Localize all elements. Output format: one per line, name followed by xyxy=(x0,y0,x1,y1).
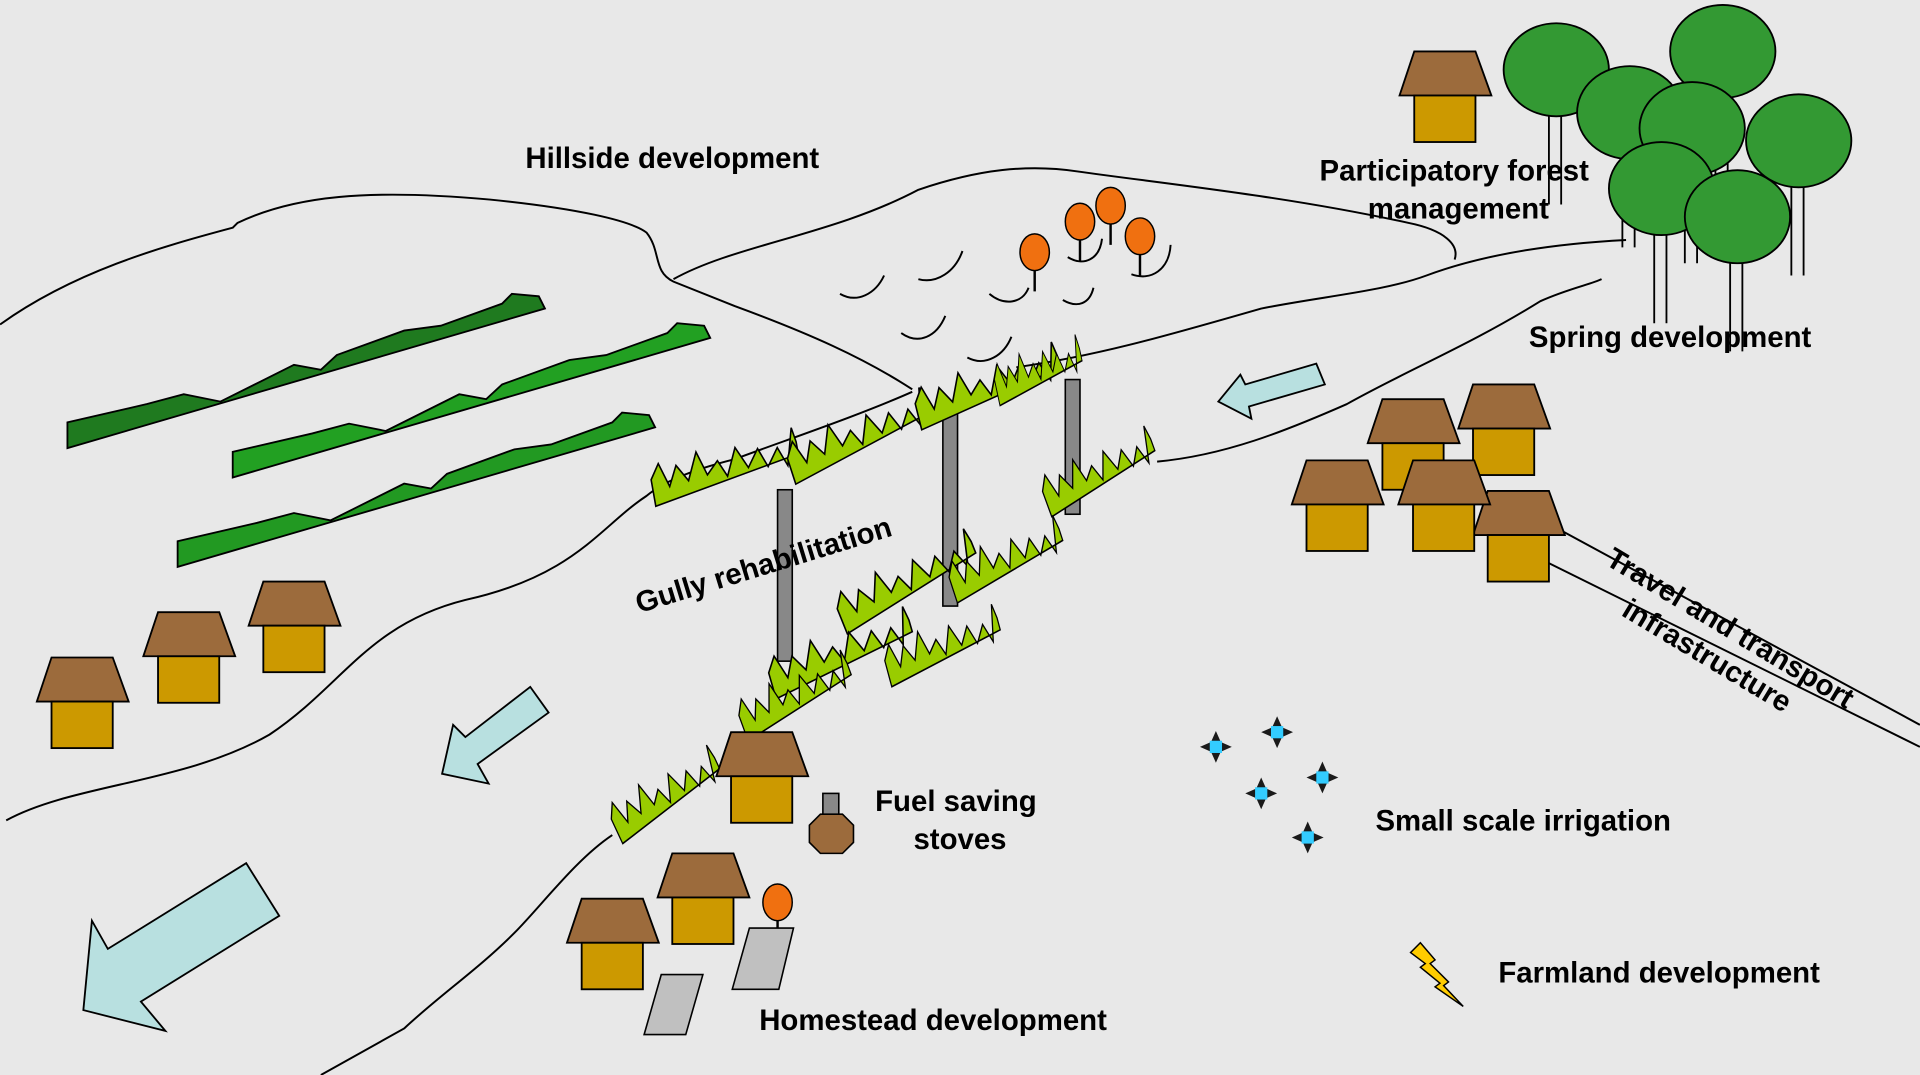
label: Participatory forest management xyxy=(1320,154,1598,225)
houses-part xyxy=(567,899,659,990)
arrows-part xyxy=(1218,364,1325,419)
diagram: Hillside development Participatory fores… xyxy=(0,0,1920,1075)
orange-trees-part xyxy=(1020,234,1049,292)
stove-part xyxy=(809,814,853,853)
grass-strips-part xyxy=(1033,425,1164,516)
landscape-lines xyxy=(0,168,1626,1075)
label: Homestead development xyxy=(759,1004,1107,1037)
grass-strips-part xyxy=(878,604,1007,687)
landscape-lines-part xyxy=(840,275,884,297)
irrigation-points-part xyxy=(1245,777,1277,809)
arrows-part xyxy=(442,687,549,784)
landscape-lines-part xyxy=(1068,239,1102,262)
label: Gully rehabilitation xyxy=(632,511,896,620)
houses-part xyxy=(249,582,341,673)
terraces-part xyxy=(67,294,545,448)
label: Spring development xyxy=(1529,321,1812,354)
label-line: Participatory forest xyxy=(1320,154,1590,187)
landscape-lines-part xyxy=(967,337,1011,361)
homestead-plots-part xyxy=(732,928,793,989)
landscape-lines-part xyxy=(901,316,945,339)
landscape-lines-part xyxy=(918,251,962,280)
irrigation-points-part xyxy=(1292,822,1324,854)
stove xyxy=(809,793,853,853)
landscape-lines-part xyxy=(0,195,912,390)
terraces xyxy=(67,294,710,567)
label: Small scale irrigation xyxy=(1375,805,1671,838)
orange-trees-part xyxy=(1096,187,1125,245)
homestead-plots-part xyxy=(644,975,703,1035)
houses-part xyxy=(1398,460,1490,551)
houses-part xyxy=(716,732,808,823)
label: Fuel saving stoves xyxy=(875,785,1045,856)
label-line: stoves xyxy=(913,823,1006,856)
houses-part xyxy=(1292,460,1384,551)
lightning xyxy=(1411,943,1464,1007)
landscape-lines-part xyxy=(989,288,1028,302)
label: Hillside development xyxy=(525,142,819,175)
irrigation-points-part xyxy=(1306,762,1338,794)
houses-part xyxy=(143,612,235,703)
irrigation-points-part xyxy=(1261,716,1293,748)
arrows-part xyxy=(83,863,279,1031)
grass-strips-part xyxy=(779,387,938,484)
terraces-part xyxy=(233,323,711,477)
houses-part xyxy=(37,657,129,748)
houses-part xyxy=(1400,51,1492,142)
label: Farmland development xyxy=(1498,956,1820,989)
page: Hillside development Participatory fores… xyxy=(0,0,1920,1075)
grass-strips-part xyxy=(600,744,731,843)
landscape-lines-part xyxy=(1063,288,1094,304)
terraces-part xyxy=(178,413,656,567)
label: Travel and transport infrastructure xyxy=(1582,541,1866,749)
landscape-lines-part xyxy=(321,835,612,1075)
orange-trees-part xyxy=(1065,203,1094,261)
label-line: management xyxy=(1368,192,1549,225)
orange-trees-part xyxy=(1125,218,1154,276)
label-line: Fuel saving xyxy=(875,785,1037,818)
irrigation-points xyxy=(1200,716,1338,853)
irrigation-points-part xyxy=(1200,731,1232,763)
houses-part xyxy=(658,853,750,944)
